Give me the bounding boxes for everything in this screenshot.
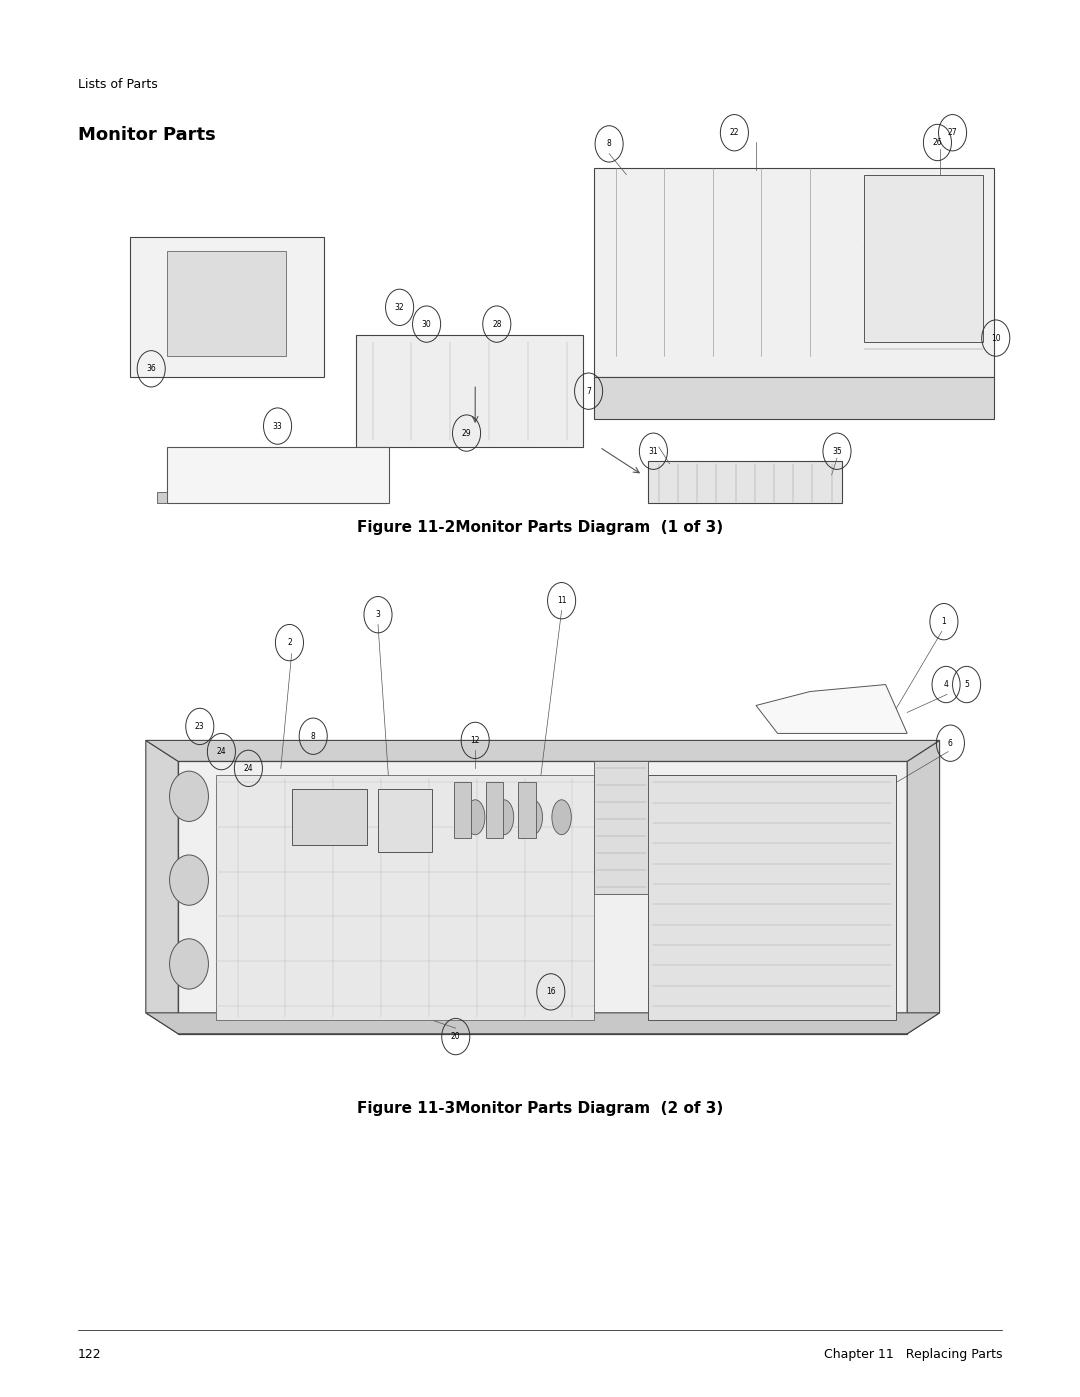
Text: 36: 36 [146,365,157,373]
Polygon shape [648,775,896,1020]
FancyBboxPatch shape [486,782,503,838]
Text: 3: 3 [376,610,380,619]
Polygon shape [356,335,583,447]
Text: 26: 26 [933,138,942,147]
Ellipse shape [552,799,571,835]
Text: 33: 33 [272,422,283,430]
FancyBboxPatch shape [518,782,536,838]
Text: 22: 22 [730,129,739,137]
Polygon shape [146,740,178,1034]
Text: 11: 11 [557,597,566,605]
Text: 1: 1 [942,617,946,626]
Text: 24: 24 [244,764,253,773]
Text: 2: 2 [287,638,292,647]
Polygon shape [167,251,286,356]
Ellipse shape [495,799,514,835]
Text: Monitor Parts: Monitor Parts [78,126,216,144]
Text: 7: 7 [586,387,591,395]
Text: 8: 8 [607,140,611,148]
Text: 31: 31 [649,447,658,455]
Polygon shape [146,1013,940,1034]
Text: 28: 28 [492,320,501,328]
Text: 10: 10 [991,334,1000,342]
Polygon shape [756,685,907,733]
Text: Figure 11-3Monitor Parts Diagram  (2 of 3): Figure 11-3Monitor Parts Diagram (2 of 3… [356,1101,724,1116]
Text: 23: 23 [195,722,204,731]
Ellipse shape [523,799,542,835]
Polygon shape [157,492,167,503]
Polygon shape [594,377,994,419]
Text: Figure 11-2Monitor Parts Diagram  (1 of 3): Figure 11-2Monitor Parts Diagram (1 of 3… [356,520,724,535]
Text: 29: 29 [462,429,471,437]
Text: Lists of Parts: Lists of Parts [78,78,158,91]
Polygon shape [216,775,594,1020]
Polygon shape [167,447,389,503]
Text: 32: 32 [395,303,404,312]
Text: Chapter 11   Replacing Parts: Chapter 11 Replacing Parts [824,1348,1002,1361]
Polygon shape [594,761,648,894]
Text: 122: 122 [78,1348,102,1361]
Text: 5: 5 [964,680,969,689]
Text: 30: 30 [421,320,432,328]
Text: 27: 27 [948,129,957,137]
Polygon shape [864,175,983,342]
Polygon shape [178,761,907,1034]
Circle shape [170,771,208,821]
Ellipse shape [465,799,485,835]
Text: 12: 12 [471,736,480,745]
Text: 16: 16 [546,988,555,996]
Circle shape [170,855,208,905]
Polygon shape [594,168,994,377]
FancyBboxPatch shape [454,782,471,838]
Polygon shape [130,237,324,377]
FancyBboxPatch shape [378,789,432,852]
Text: 20: 20 [451,1032,460,1041]
Polygon shape [648,461,842,503]
Text: 6: 6 [948,739,953,747]
Text: 24: 24 [217,747,226,756]
FancyBboxPatch shape [292,789,367,845]
Polygon shape [146,740,940,761]
Circle shape [170,939,208,989]
Text: 4: 4 [944,680,948,689]
Text: 8: 8 [311,732,315,740]
Polygon shape [907,740,940,1034]
Text: 35: 35 [832,447,842,455]
